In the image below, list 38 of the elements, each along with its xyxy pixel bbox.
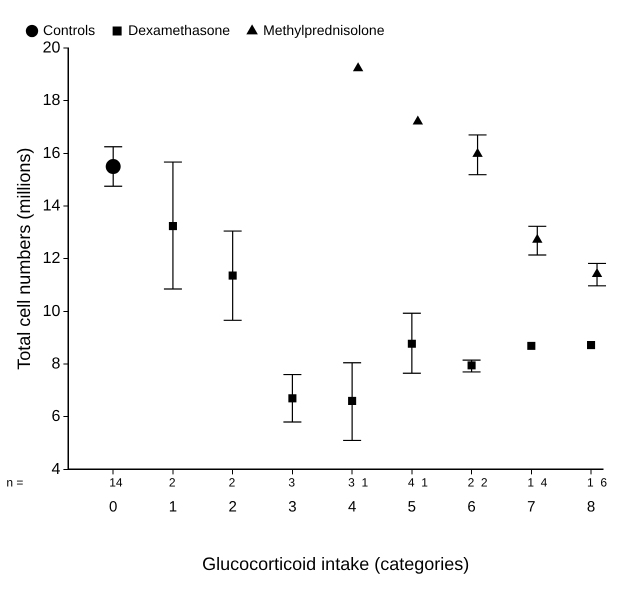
- text: n =: [6, 476, 24, 490]
- x-tick-label: 4: [348, 498, 356, 516]
- text: 3 1: [348, 476, 368, 490]
- text: 2 2: [468, 476, 488, 490]
- point: [408, 340, 416, 348]
- legend-label: Dexamethasone: [128, 22, 230, 38]
- x-tick-label: 2: [228, 498, 237, 516]
- x-tick-label: 0: [109, 498, 118, 516]
- y-tick-label: 20: [42, 39, 60, 56]
- x-axis-title: Glucocorticoid intake (categories): [202, 554, 470, 574]
- y-tick-label: 14: [42, 197, 60, 214]
- x-tick-label: 5: [408, 498, 416, 516]
- legend-label: Methylprednisolone: [263, 22, 385, 38]
- y-tick-label: 18: [42, 92, 60, 110]
- x-tick-label: 1: [168, 498, 178, 516]
- point: [587, 341, 596, 350]
- y-axis-title: Total cell numbers (millions): [14, 148, 34, 370]
- y-tick-label: 16: [42, 144, 60, 162]
- y-tick-label: 4: [51, 460, 60, 478]
- text: 14: [109, 476, 123, 490]
- text: 1 6: [587, 476, 608, 490]
- x-tick-label: 7: [527, 498, 536, 516]
- text: 1 4: [527, 476, 548, 490]
- y-tick-label: 10: [42, 302, 60, 320]
- text: 4 1: [408, 476, 428, 490]
- y-tick-label: 12: [42, 250, 60, 268]
- point: [413, 116, 423, 124]
- text: 2: [168, 476, 176, 490]
- legend-label: Controls: [43, 22, 96, 38]
- point: [353, 62, 363, 72]
- y-tick-label: 6: [51, 408, 60, 426]
- x-tick-label: 8: [586, 498, 596, 516]
- text: 2: [228, 476, 236, 490]
- text: 3: [288, 476, 296, 490]
- point: [527, 342, 536, 350]
- y-tick-label: 8: [51, 355, 60, 372]
- x-tick-label: 3: [288, 498, 297, 516]
- x-tick-label: 6: [467, 498, 476, 516]
